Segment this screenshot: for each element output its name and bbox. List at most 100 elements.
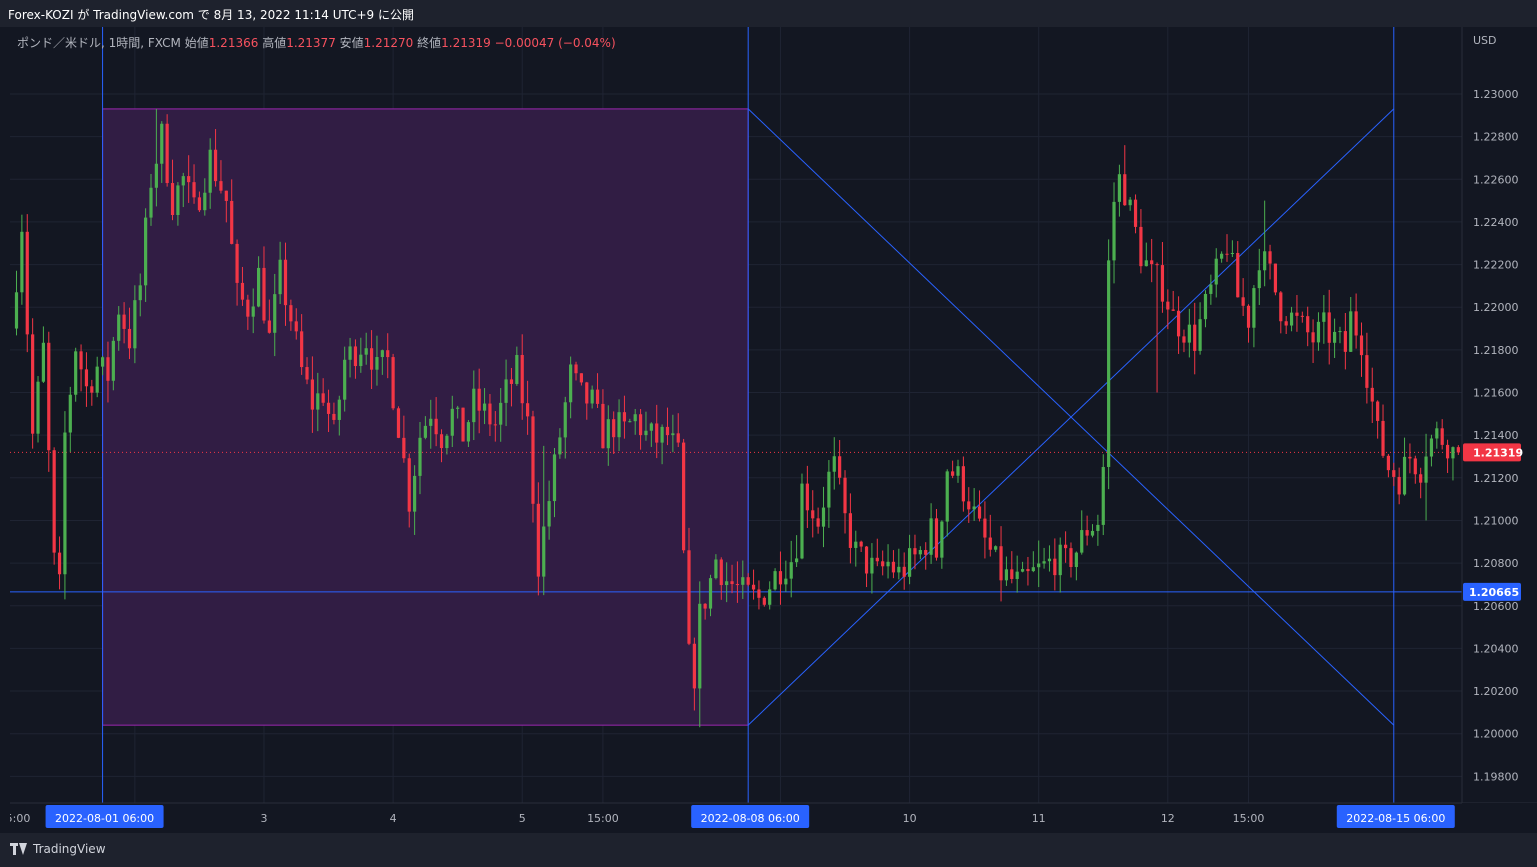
candle [1316,312,1321,351]
candle-body [638,414,643,436]
candle-body [100,357,105,367]
candle-body [1456,447,1460,453]
candle-body [1069,548,1073,568]
candle [369,330,374,389]
candle-body [913,548,917,555]
candle-body [235,243,239,283]
chart-area[interactable]: USD 1.23000 1.22800 1.22600 1.22400 1.22200 1.… [0,27,1537,833]
price-tick-label: 1.21200 [1473,472,1519,485]
candle [746,573,750,587]
axis-corner [1462,803,1537,833]
candle-body [1015,571,1019,579]
candle-body [509,379,514,384]
candle [1144,242,1148,267]
candle [940,520,944,569]
candle-body [628,421,632,423]
candle-body [730,581,734,585]
candle-body [1058,544,1062,576]
candle [380,349,384,375]
candle [1279,291,1283,334]
time-tick-label: 15:00 [587,812,619,825]
candle [1359,322,1364,377]
candle-body [585,382,589,404]
candle [423,416,427,440]
candle-body [1187,324,1191,343]
candle-body [413,475,417,512]
candle [1209,274,1213,305]
candle-body [601,403,605,449]
level-price-tag-label: 1.20665 [1469,586,1519,599]
candle [606,405,610,466]
candle [1004,556,1009,586]
candle-body [1123,174,1127,206]
tradingview-icon [10,843,28,855]
candle [520,334,524,420]
candle [25,214,29,353]
candle [348,337,352,378]
candle [219,160,223,194]
candle [1031,551,1035,573]
candle [735,561,740,603]
candle [924,542,928,570]
candle-body [617,412,621,438]
candle-body [1419,474,1423,483]
time-tick-label: 4 [390,812,397,825]
candle [897,548,901,580]
candle [1064,531,1068,563]
price-tick-label: 1.20600 [1473,600,1519,613]
candle [1047,545,1052,572]
candlestick-chart[interactable]: USD 1.23000 1.22800 1.22600 1.22400 1.22200 1.… [0,27,1537,833]
candle-body [391,357,395,409]
candle [762,596,766,607]
tradingview-logo[interactable]: TradingView [10,842,106,856]
candle-body [278,259,282,295]
candle-body [57,552,62,575]
candle-body [90,386,94,393]
candle-body [488,403,492,425]
candle-body [1171,309,1175,311]
time-tick-label: 11 [1032,812,1046,825]
candle [994,545,998,553]
candle [751,569,756,600]
candle [1343,313,1347,370]
candle-body [1354,311,1358,336]
candle [246,294,250,330]
candle-body [133,300,137,349]
candle-body [1047,558,1052,562]
candle-body [1053,558,1057,576]
candle [493,411,497,442]
candle [144,208,148,302]
candle [1090,524,1095,538]
time-tick-label: 15:00 [1233,812,1265,825]
price-tick-label: 1.21400 [1473,429,1519,442]
candle-body [999,546,1003,581]
candle-body [633,414,637,422]
candle-body [294,321,298,332]
price-tick-label: 1.22200 [1473,259,1519,272]
candle-body [375,357,379,370]
candle-body [74,351,78,395]
candle-body [870,557,874,574]
candle [1408,443,1412,474]
candle [547,480,551,540]
candle [907,534,912,585]
candle-body [1445,444,1450,459]
candle-body [757,589,761,598]
candle [1402,437,1407,496]
candle-body [407,458,411,512]
candle [515,346,519,386]
candle-body [1284,321,1288,326]
candle-body [569,364,573,403]
candle [859,540,863,552]
candle-body [456,407,460,409]
candle [558,428,562,459]
candle [117,306,121,351]
candle [929,503,933,564]
candle-body [251,306,255,317]
candle [1333,318,1337,358]
candle [310,356,314,433]
candle [203,178,207,216]
candle-body [590,389,594,404]
candle [988,514,992,557]
candle [1203,290,1208,328]
